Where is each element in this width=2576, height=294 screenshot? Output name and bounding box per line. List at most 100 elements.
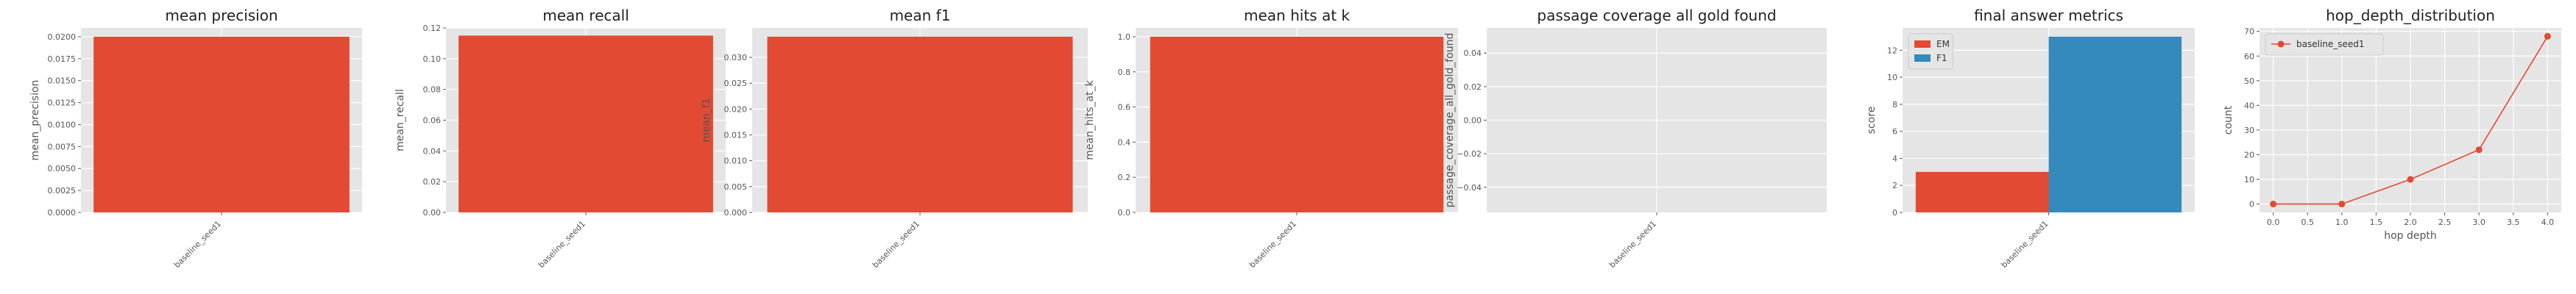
y-axis-label: mean_f1 [701,98,712,143]
y-tick-label: 0.0125 [48,98,77,108]
y-tick-label: 8 [1892,100,1897,110]
x-tick-label: baseline_seed1 [537,219,587,270]
y-tick-label: 0.015 [724,131,748,140]
y-tick-label: 0.025 [724,79,748,88]
y-tick-label: −0.02 [1457,149,1482,159]
y-tick-label: 0.6 [1118,103,1131,112]
legend-label: baseline_seed1 [2296,39,2365,49]
chart-title: hop_depth_distribution [2326,7,2495,24]
bar-baseline_seed1 [767,36,1073,213]
y-tick-label: 0.8 [1118,68,1131,77]
chart-title: mean recall [542,7,629,24]
chart-panel-6: 0 2 4 6 8 10 12 baseline_seed1 EM F1 final answer … [1866,7,2195,270]
y-tick-label: 0.005 [724,182,748,192]
y-tick-label: 0.4 [1118,137,1131,147]
y-tick-label: 20 [2244,150,2254,159]
y-tick-label: 2 [1892,181,1897,190]
y-tick-label: 1.0 [1118,32,1131,42]
data-point [2407,176,2414,183]
chart-panel-1: 0.0000 0.0025 0.0050 0.0075 0.0100 0.0125 0.01… [29,7,362,270]
y-tick-label: 0.010 [724,157,748,166]
y-tick-label: 40 [2244,101,2254,110]
y-tick-label: 0.0100 [48,120,77,129]
y-tick-label: 0.00 [423,208,442,218]
y-tick-label: 60 [2244,51,2254,61]
y-tick-label: 0.00 [1464,116,1482,126]
data-point [2338,201,2346,208]
x-tick-label: baseline_seed1 [172,219,223,270]
legend: baseline_seed1 [2265,33,2384,56]
y-axis-label: mean_precision [29,80,41,161]
y-axis-label: mean_hits_at_k [1084,79,1096,159]
y-tick-label: 0.12 [423,24,442,33]
y-tick-label: 0.000 [724,208,748,218]
y-tick-label: 6 [1892,127,1897,137]
y-tick-label: −0.04 [1457,183,1482,193]
y-tick-label: 0.02 [1464,82,1482,92]
y-tick-label: 30 [2244,126,2254,135]
y-tick-label: 0.10 [423,54,442,64]
y-tick-label: 0.0175 [48,54,77,64]
y-tick-label: 0.02 [423,177,442,187]
legend-label: EM [1936,39,1950,49]
y-tick-label: 0.06 [423,116,442,126]
y-tick-label: 4 [1892,154,1897,163]
y-tick-label: 0.0025 [48,186,77,196]
y-tick-label: 10 [1887,73,1897,82]
x-tick-label: 2.5 [2438,218,2452,227]
y-tick-label: 12 [1887,46,1897,55]
x-tick-label: 1.5 [2370,218,2383,227]
data-point [2475,146,2483,154]
chart-title: mean f1 [890,7,951,24]
chart-panel-3: 0.000 0.005 0.010 0.015 0.020 0.025 0.030 basel… [701,7,1088,270]
legend: EM F1 [1908,33,1953,70]
y-tick-label: 10 [2244,175,2254,184]
y-tick-label: 0.0 [1118,208,1131,218]
legend-marker [2277,40,2285,48]
y-tick-label: 0.0050 [48,164,77,173]
y-axis-label: passage_coverage_all_gold_found [1444,33,1456,208]
y-tick-label: 0.08 [423,85,442,95]
data-point [2544,32,2551,40]
chart-panel-7: 0 10 20 30 40 50 60 70 0.0 0.5 1.0 1.5 2.0 2.5 3.0 3.5 4… [2223,7,2561,242]
y-tick-label: 0.030 [724,53,748,62]
x-tick-label: 0.5 [2301,218,2314,227]
x-tick-label: 3.0 [2472,218,2485,227]
y-tick-label: 0.04 [1464,49,1482,58]
y-axis-label: count [2223,105,2234,135]
y-tick-label: 0.04 [423,146,442,156]
y-tick-label: 0 [1892,208,1897,218]
x-tick-label: 2.0 [2404,218,2417,227]
chart-panel-4: 0.0 0.2 0.4 0.6 0.8 1.0 baseline_seed1 mean hit… [1084,7,1458,270]
bar-baseline_seed1 [1150,36,1444,213]
x-tick-label: 1.0 [2335,218,2349,227]
y-tick-label: 0.020 [724,104,748,114]
y-tick-label: 0.2 [1118,173,1131,182]
x-tick-label: baseline_seed1 [1999,219,2050,270]
chart-title: mean precision [165,7,277,24]
chart-title: final answer metrics [1974,7,2123,24]
y-axis-label: mean_recall [394,89,406,151]
x-tick-label: 0.0 [2267,218,2280,227]
chart-title: passage coverage all gold found [1537,7,1776,24]
bar-em [1915,171,2049,212]
legend-swatch [1914,54,1931,62]
x-axis-label: hop depth [2384,230,2437,242]
y-tick-label: 0.0000 [48,208,77,218]
chart-panel-5: −0.04 −0.02 0.00 0.02 0.04 baseline_seed1 pass… [1444,7,1827,270]
bar-baseline_seed1 [459,35,713,213]
legend-label: F1 [1936,53,1947,63]
x-tick-label: baseline_seed1 [1248,219,1298,270]
y-tick-label: 0.0200 [48,32,77,42]
y-tick-label: 0 [2249,200,2254,209]
bar-baseline_seed1 [93,36,350,213]
bar-f1 [2048,36,2182,213]
x-tick-label: baseline_seed1 [1607,219,1658,270]
x-tick-label: 4.0 [2541,218,2555,227]
legend-box [2265,33,2384,56]
y-axis-label: score [1866,107,1878,135]
x-tick-label: 3.5 [2507,218,2520,227]
y-tick-label: 70 [2244,27,2254,37]
chart-panel-2: 0.00 0.02 0.04 0.06 0.08 0.10 0.12 baseline_see… [394,7,726,270]
